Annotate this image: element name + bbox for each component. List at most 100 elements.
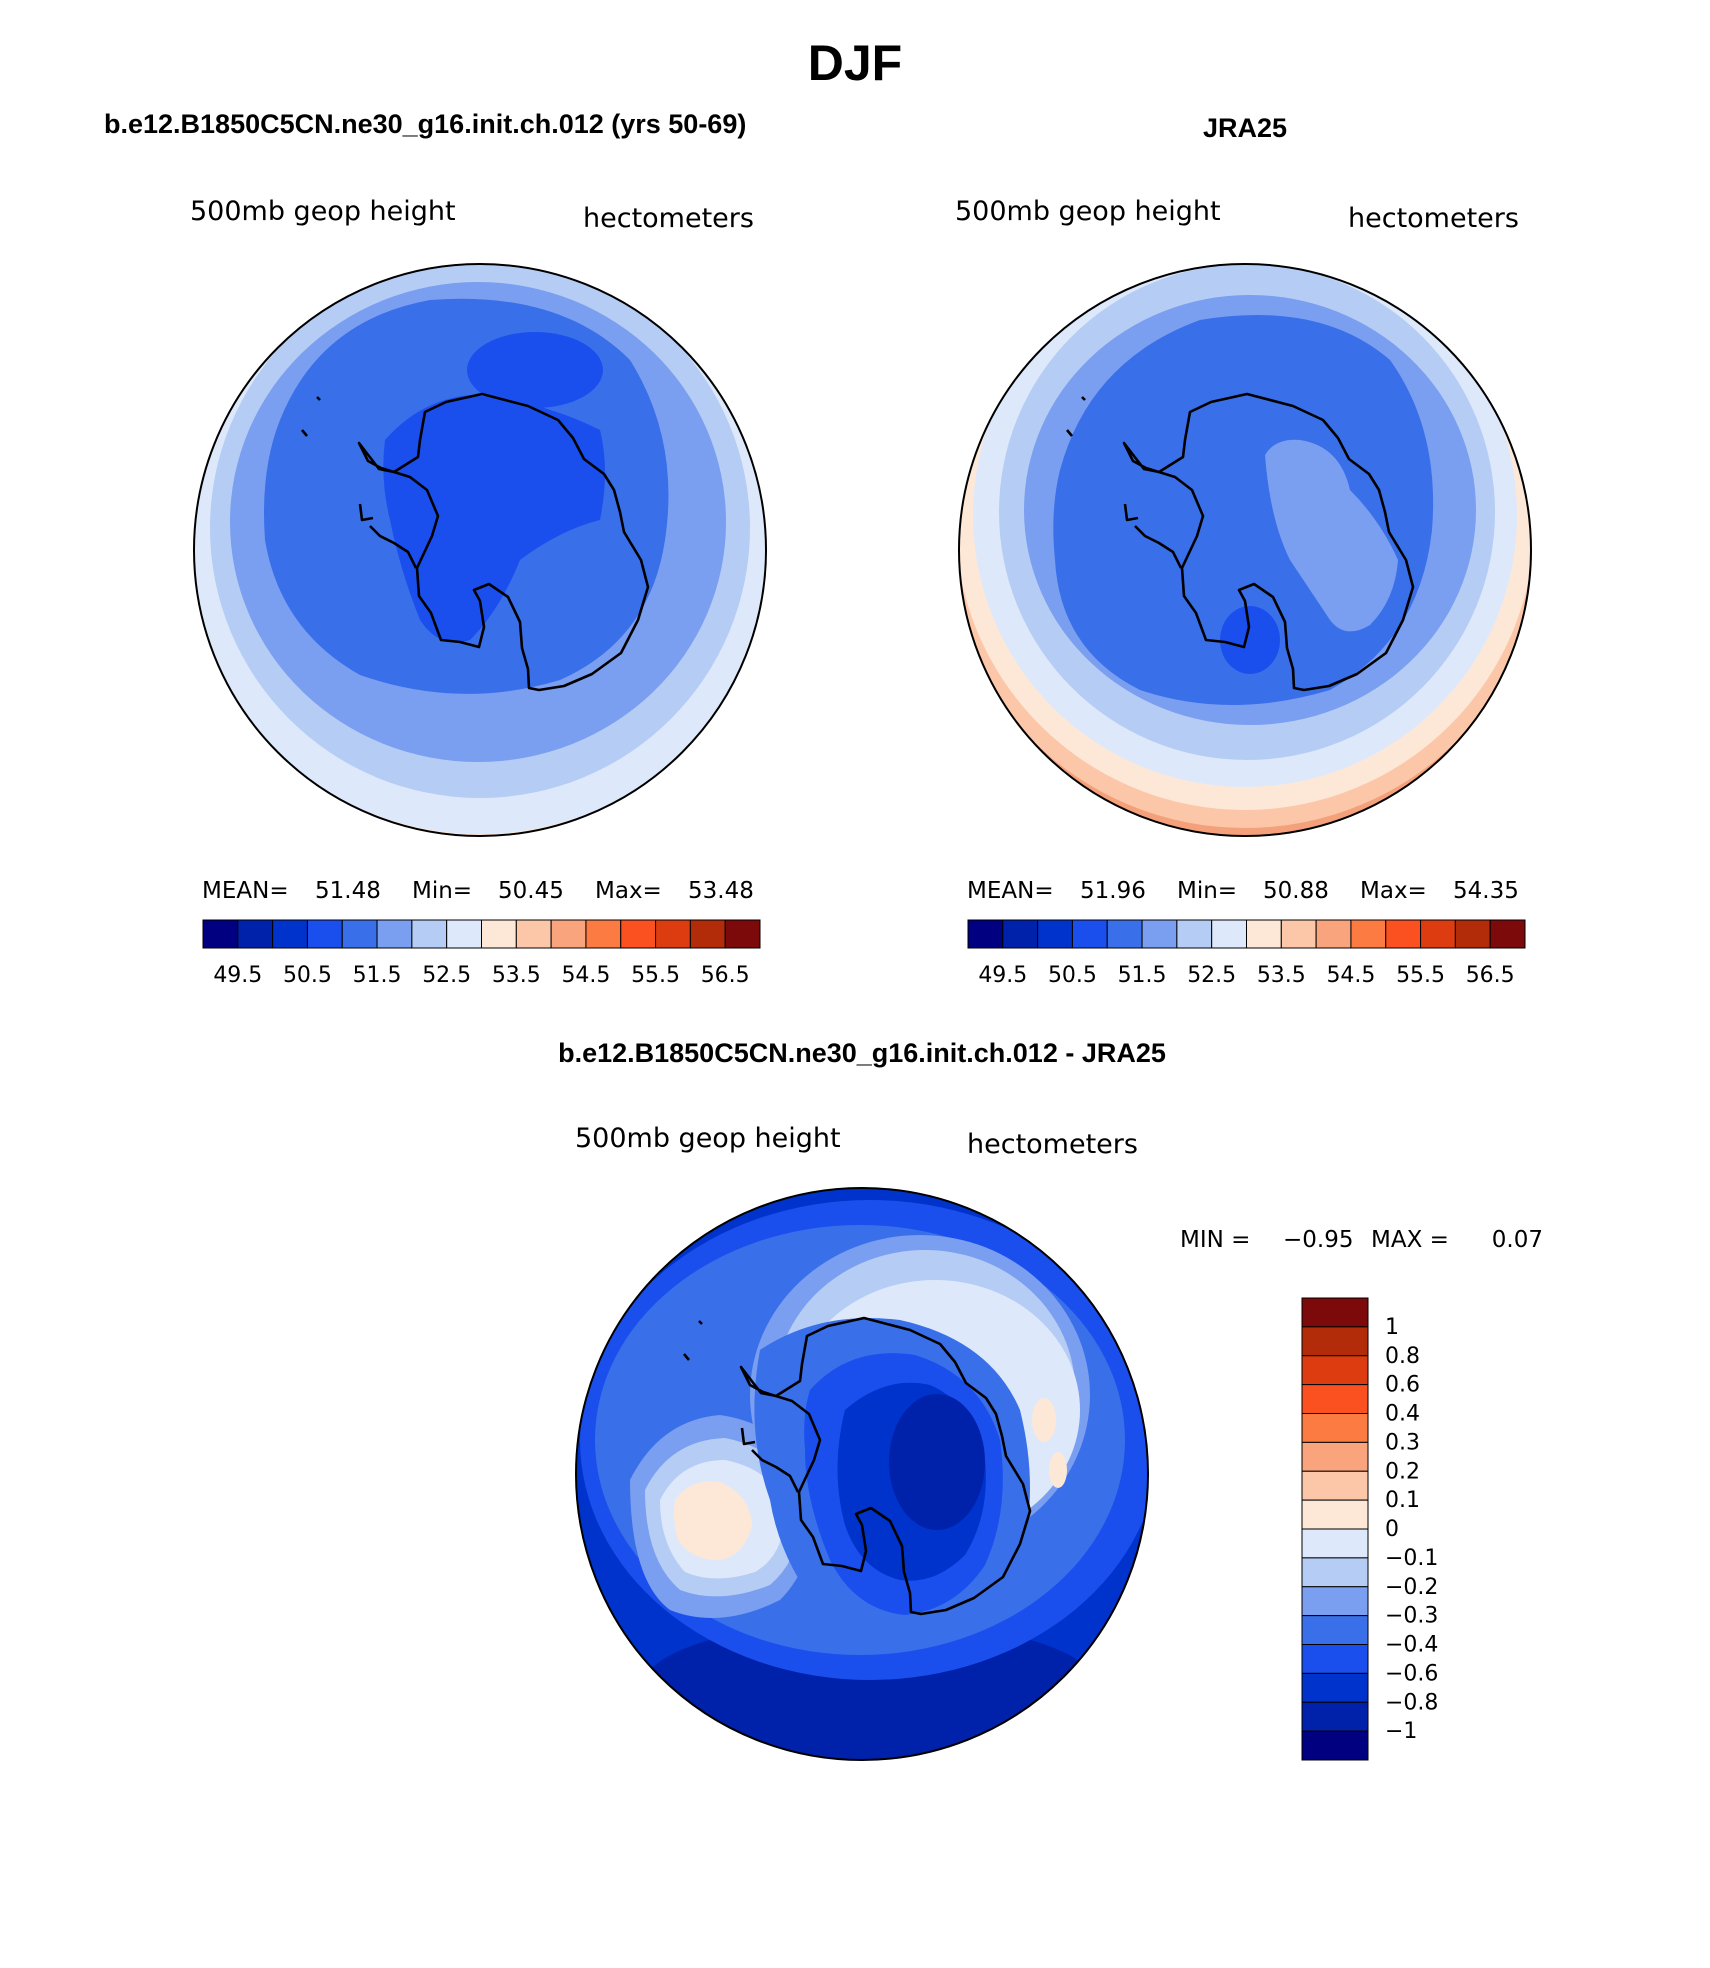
contour-obs-7 bbox=[1265, 439, 1398, 632]
colorbar-diff-box bbox=[1301, 1672, 1369, 1703]
colorbar-obs: 49.5 50.5 51.5 52.5 53.5 54.5 55.5 56.5 bbox=[967, 919, 1526, 988]
colorbar-model-box bbox=[481, 919, 517, 949]
panel-diff: b.e12.B1850C5CN.ne30_g16.init.ch.012 - J… bbox=[558, 1038, 1543, 1761]
model-min-value: 50.45 bbox=[498, 878, 564, 904]
model-max-label: Max= bbox=[595, 878, 662, 904]
colorbar-model-box bbox=[515, 919, 552, 949]
panel-model-right-label: hectometers bbox=[583, 203, 754, 234]
colorbar-diff-tick-label: −0.4 bbox=[1385, 1633, 1438, 1658]
colorbar-model-box bbox=[585, 919, 622, 949]
colorbar-model-tick-label: 54.5 bbox=[561, 963, 610, 988]
colorbar-model-tick-label: 52.5 bbox=[422, 963, 471, 988]
panel-obs-map bbox=[959, 264, 1531, 836]
colorbar-diff-box bbox=[1301, 1644, 1369, 1674]
colorbar-diff-tick-label: −0.6 bbox=[1385, 1661, 1438, 1686]
colorbar-model-box bbox=[550, 919, 587, 949]
model-mean-value: 51.48 bbox=[315, 878, 381, 904]
colorbar-diff-box bbox=[1301, 1297, 1369, 1328]
panel-diff-left-label: 500mb geop height bbox=[575, 1123, 841, 1154]
contour-diff-10 bbox=[674, 1481, 752, 1560]
colorbar-diff-box bbox=[1301, 1557, 1369, 1588]
obs-mean-value: 51.96 bbox=[1080, 878, 1146, 904]
map-model-border bbox=[193, 263, 767, 837]
colorbar-model-tick-label: 49.5 bbox=[213, 963, 262, 988]
colorbar-obs-box bbox=[1002, 919, 1039, 949]
colorbar-diff-box bbox=[1301, 1499, 1369, 1530]
panel-diff-map bbox=[576, 1188, 1148, 1760]
colorbar-obs-box bbox=[1246, 919, 1282, 949]
colorbar-obs-box bbox=[967, 919, 1004, 949]
colorbar-obs-tick-label: 53.5 bbox=[1257, 963, 1306, 988]
colorbar-diff-box bbox=[1301, 1528, 1369, 1559]
colorbar-model-box bbox=[724, 919, 761, 949]
panel-diff-title: b.e12.B1850C5CN.ne30_g16.init.ch.012 - J… bbox=[558, 1038, 1166, 1068]
contour-model-5 bbox=[383, 395, 605, 643]
colorbar-obs-box bbox=[1420, 919, 1456, 949]
colorbar-model-box bbox=[689, 919, 726, 949]
colorbar-diff-tick-label: −0.8 bbox=[1385, 1690, 1438, 1715]
colorbar-obs-box bbox=[1454, 919, 1491, 949]
contour-diff-14 bbox=[889, 1394, 985, 1530]
colorbar-obs-box bbox=[1350, 919, 1387, 949]
colorbar-diff-tick-label: 0 bbox=[1385, 1517, 1399, 1542]
colorbar-obs-box bbox=[1141, 919, 1178, 949]
colorbar-model-box bbox=[446, 919, 482, 949]
colorbar-diff-tick-label: 0.3 bbox=[1385, 1430, 1420, 1455]
colorbar-obs-box bbox=[1176, 919, 1213, 949]
colorbar-diff-tick-label: −0.3 bbox=[1385, 1604, 1438, 1629]
colorbar-diff-tick-label: 0.1 bbox=[1385, 1488, 1420, 1513]
colorbar-model-tick-label: 56.5 bbox=[701, 963, 750, 988]
colorbar-diff-tick-label: −1 bbox=[1385, 1719, 1417, 1744]
colorbar-diff-tick-label: 0.2 bbox=[1385, 1459, 1420, 1484]
panel-obs: JRA25 500mb geop height hectometers MEAN… bbox=[955, 113, 1532, 988]
colorbar-diff-box bbox=[1301, 1326, 1369, 1357]
contour-obs-8 bbox=[1220, 606, 1280, 674]
season-title: DJF bbox=[808, 35, 902, 91]
colorbar-model-tick-label: 53.5 bbox=[492, 963, 541, 988]
colorbar-diff-box bbox=[1301, 1384, 1369, 1414]
colorbar-obs-tick-label: 52.5 bbox=[1187, 963, 1236, 988]
colorbar-obs-box bbox=[1315, 919, 1352, 949]
diff-max-value: 0.07 bbox=[1492, 1227, 1543, 1253]
colorbar-diff-box bbox=[1301, 1470, 1369, 1501]
colorbar-diff-box bbox=[1301, 1701, 1369, 1732]
contour-diff-16 bbox=[1049, 1452, 1067, 1488]
contour-model-6 bbox=[467, 332, 603, 408]
colorbar-diff-box bbox=[1301, 1730, 1369, 1761]
colorbar-obs-tick-label: 56.5 bbox=[1466, 963, 1515, 988]
obs-mean-label: MEAN= bbox=[967, 878, 1054, 904]
map-obs-border bbox=[958, 263, 1532, 837]
model-mean-label: MEAN= bbox=[202, 878, 289, 904]
colorbar-model-box bbox=[202, 919, 239, 949]
colorbar-model-box bbox=[341, 919, 378, 949]
obs-min-value: 50.88 bbox=[1263, 878, 1329, 904]
panel-model: b.e12.B1850C5CN.ne30_g16.init.ch.012 (yr… bbox=[104, 109, 767, 988]
model-max-value: 53.48 bbox=[688, 878, 754, 904]
colorbar-model-box bbox=[376, 919, 413, 949]
panel-model-map bbox=[194, 264, 766, 836]
colorbar-obs-tick-label: 51.5 bbox=[1118, 963, 1167, 988]
panel-model-title: b.e12.B1850C5CN.ne30_g16.init.ch.012 (yr… bbox=[104, 109, 746, 139]
colorbar-obs-tick-label: 54.5 bbox=[1326, 963, 1375, 988]
colorbar-model-box bbox=[411, 919, 448, 949]
colorbar-obs-box bbox=[1211, 919, 1247, 949]
colorbar-model-box bbox=[620, 919, 657, 949]
map-diff-border bbox=[575, 1187, 1149, 1761]
contour-diff-15 bbox=[1032, 1398, 1056, 1442]
colorbar-model: 49.5 50.5 51.5 52.5 53.5 54.5 55.5 56.5 bbox=[202, 919, 761, 988]
diff-min-value: −0.95 bbox=[1283, 1227, 1353, 1253]
colorbar-obs-tick-label: 49.5 bbox=[978, 963, 1027, 988]
colorbar-diff-tick-label: −0.2 bbox=[1385, 1575, 1438, 1600]
colorbar-obs-box bbox=[1106, 919, 1143, 949]
colorbar-obs-box bbox=[1071, 919, 1108, 949]
colorbar-obs-box bbox=[1385, 919, 1422, 949]
colorbar-obs-tick-label: 50.5 bbox=[1048, 963, 1097, 988]
colorbar-model-box bbox=[655, 919, 691, 949]
obs-max-label: Max= bbox=[1360, 878, 1427, 904]
obs-max-value: 54.35 bbox=[1453, 878, 1519, 904]
panel-diff-right-label: hectometers bbox=[967, 1129, 1138, 1160]
colorbar-model-box bbox=[306, 919, 343, 949]
colorbar-diff: 1 0.8 0.6 0.4 0.3 0.2 0.1 0 −0.1 −0.2 −0.3 −0.4 −0.6… bbox=[1301, 1297, 1438, 1761]
colorbar-diff-box bbox=[1301, 1441, 1369, 1472]
